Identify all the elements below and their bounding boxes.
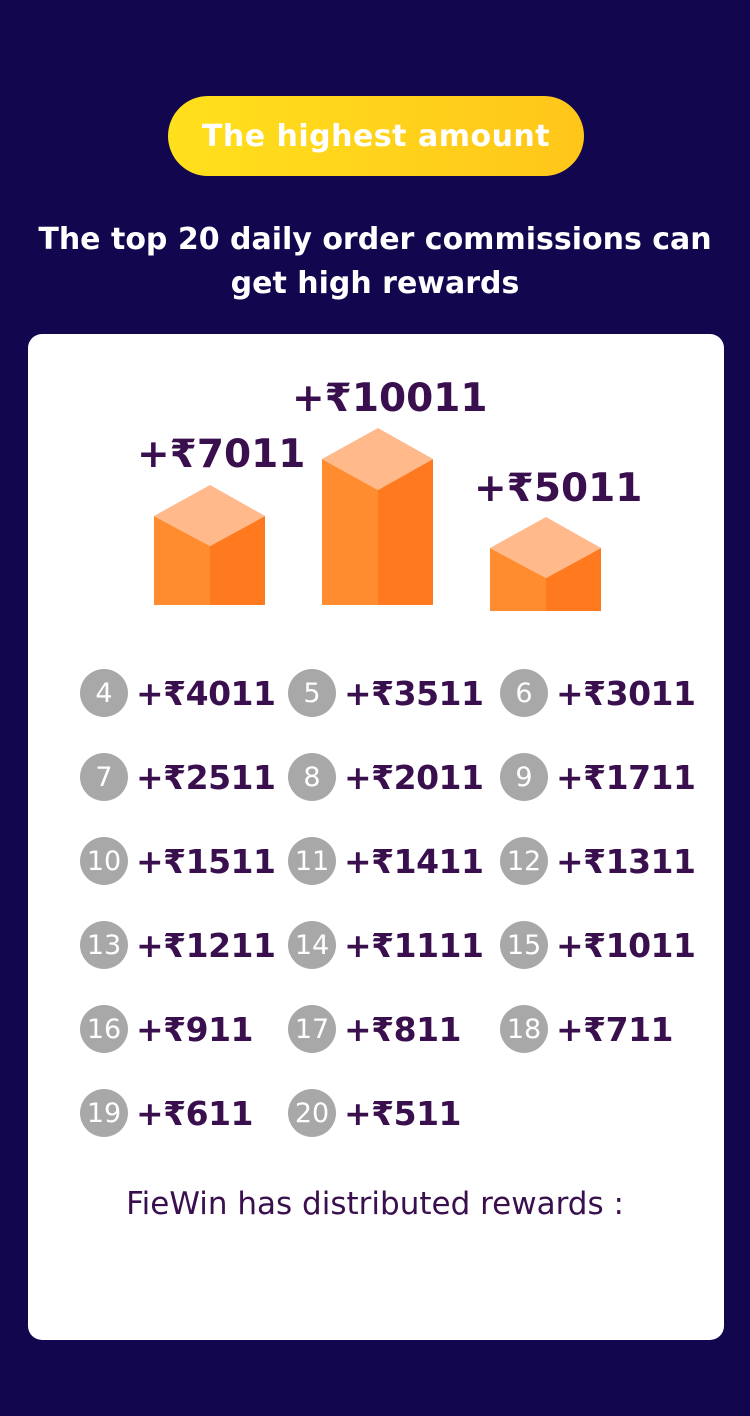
podium-amount-third: +₹5011 (474, 466, 643, 511)
rank-badge: 20 (288, 1089, 336, 1137)
reward-amount: +₹2011 (344, 757, 484, 797)
reward-amount: +₹811 (344, 1009, 462, 1049)
rank-badge: 17 (288, 1005, 336, 1053)
reward-amount: +₹2511 (136, 757, 276, 797)
podium-box-second (154, 485, 265, 605)
reward-item: 5 +₹3511 (288, 669, 484, 717)
reward-item: 9 +₹1711 (500, 753, 696, 801)
rank-badge: 5 (288, 669, 336, 717)
reward-amount: +₹3011 (556, 673, 696, 713)
podium-graphic (154, 428, 601, 611)
rank-badge: 15 (500, 921, 548, 969)
reward-amount: +₹711 (556, 1009, 674, 1049)
rank-badge: 12 (500, 837, 548, 885)
reward-item: 13 +₹1211 (80, 921, 276, 969)
reward-item: 12 +₹1311 (500, 837, 696, 885)
reward-amount: +₹1111 (344, 925, 484, 965)
reward-item: 10 +₹1511 (80, 837, 276, 885)
reward-item: 6 +₹3011 (500, 669, 696, 717)
reward-item: 19 +₹611 (80, 1089, 254, 1137)
page-subtitle: The top 20 daily order commissions can g… (38, 222, 712, 301)
rank-badge: 19 (80, 1089, 128, 1137)
rank-badge: 14 (288, 921, 336, 969)
rank-badge: 8 (288, 753, 336, 801)
distributed-rewards-label: FieWin has distributed rewards : (126, 1186, 624, 1222)
reward-item: 14 +₹1111 (288, 921, 484, 969)
podium-amount-second: +₹7011 (137, 432, 306, 477)
reward-amount: +₹1211 (136, 925, 276, 965)
rank-badge: 18 (500, 1005, 548, 1053)
reward-item: 20 +₹511 (288, 1089, 462, 1137)
reward-amount: +₹1011 (556, 925, 696, 965)
reward-item: 16 +₹911 (80, 1005, 254, 1053)
reward-amount: +₹511 (344, 1093, 462, 1133)
rank-badge: 11 (288, 837, 336, 885)
reward-item: 11 +₹1411 (288, 837, 484, 885)
rank-badge: 7 (80, 753, 128, 801)
reward-item: 8 +₹2011 (288, 753, 484, 801)
reward-amount: +₹1311 (556, 841, 696, 881)
badge-label: The highest amount (201, 118, 551, 154)
podium-box-first (322, 428, 433, 605)
reward-amount: +₹911 (136, 1009, 254, 1049)
reward-amount: +₹1511 (136, 841, 276, 881)
rank-badge: 10 (80, 837, 128, 885)
reward-amount: +₹1411 (344, 841, 484, 881)
rank-badge: 4 (80, 669, 128, 717)
reward-item: 15 +₹1011 (500, 921, 696, 969)
rank-badge: 9 (500, 753, 548, 801)
reward-amount: +₹4011 (136, 673, 276, 713)
podium-box-third (490, 517, 601, 611)
podium-amount-first: +₹10011 (292, 376, 488, 421)
reward-item: 7 +₹2511 (80, 753, 276, 801)
rank-badge: 6 (500, 669, 548, 717)
reward-amount: +₹1711 (556, 757, 696, 797)
reward-item: 4 +₹4011 (80, 669, 276, 717)
rank-badge: 16 (80, 1005, 128, 1053)
reward-item: 18 +₹711 (500, 1005, 674, 1053)
rank-badge: 13 (80, 921, 128, 969)
reward-amount: +₹3511 (344, 673, 484, 713)
highest-amount-badge: The highest amount (168, 96, 584, 176)
reward-item: 17 +₹811 (288, 1005, 462, 1053)
reward-amount: +₹611 (136, 1093, 254, 1133)
